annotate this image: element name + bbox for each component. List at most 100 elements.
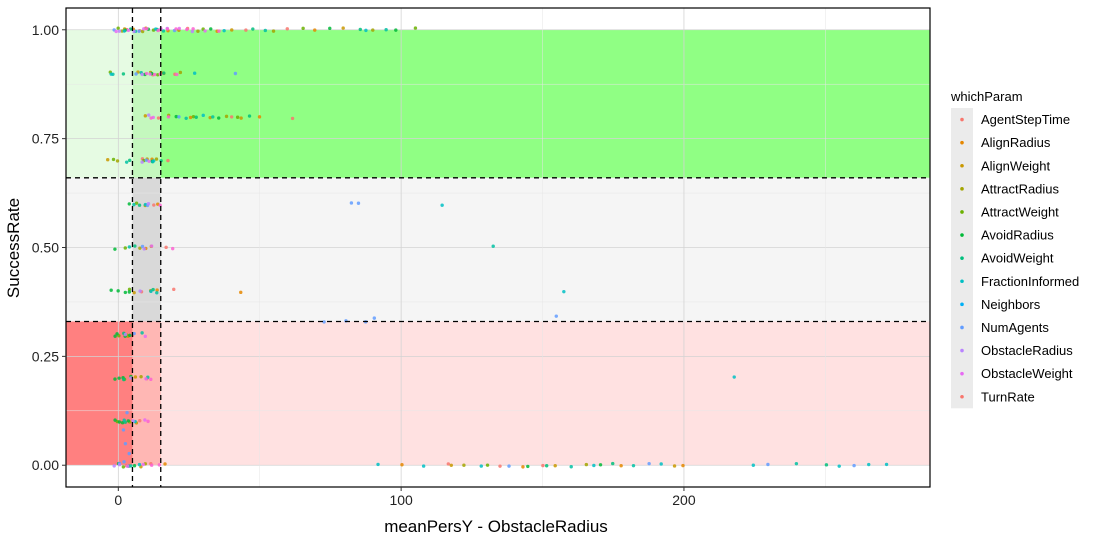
data-point <box>271 29 276 33</box>
data-point <box>132 464 137 468</box>
legend-label: AttractRadius <box>981 181 1060 196</box>
data-point <box>145 26 149 31</box>
legend-item: NumAgents <box>960 320 1049 335</box>
data-point <box>247 114 252 118</box>
data-point <box>233 71 238 76</box>
data-point <box>251 27 255 31</box>
data-point <box>132 202 136 207</box>
y-tick-label: 0.50 <box>32 240 59 256</box>
reference-lines <box>66 8 930 487</box>
data-point <box>235 115 240 119</box>
legend-key <box>960 348 964 353</box>
data-point <box>230 28 234 32</box>
series-ObstacleRadius <box>112 26 195 468</box>
legend-key <box>960 371 964 376</box>
y-tick-label: 1.00 <box>32 22 59 38</box>
legend-label: NumAgents <box>981 320 1049 335</box>
data-point <box>137 462 142 467</box>
data-point <box>109 288 113 292</box>
data-point <box>127 287 132 292</box>
data-point <box>659 462 663 466</box>
data-point <box>140 72 144 77</box>
data-point <box>144 377 148 381</box>
y-tick-label: 0.75 <box>32 131 59 147</box>
data-point <box>170 246 175 251</box>
data-point <box>192 71 197 75</box>
data-point <box>372 316 377 320</box>
data-point <box>544 464 549 468</box>
data-point <box>139 375 143 379</box>
data-point <box>229 115 234 119</box>
legend-item: AlignWeight <box>960 158 1051 173</box>
data-point <box>128 333 132 338</box>
data-point <box>384 27 388 32</box>
data-point <box>177 26 182 31</box>
legend-item: AgentStepTime <box>960 112 1070 127</box>
data-point <box>257 115 262 119</box>
data-point <box>131 419 135 423</box>
data-point <box>201 113 205 118</box>
data-point <box>132 290 136 295</box>
data-point <box>138 419 142 423</box>
data-point <box>194 115 198 119</box>
data-point <box>178 70 183 75</box>
data-point <box>224 114 229 119</box>
data-point <box>177 115 181 119</box>
data-point <box>113 418 117 422</box>
data-point <box>301 26 305 31</box>
data-point <box>126 28 131 33</box>
region-low-success <box>160 321 930 466</box>
legend-key <box>960 210 964 214</box>
data-point <box>116 26 120 30</box>
data-point <box>148 72 152 76</box>
data-point <box>421 464 426 468</box>
data-point <box>132 29 136 34</box>
data-point <box>147 159 151 163</box>
legend-key <box>960 117 964 122</box>
data-point <box>123 332 128 337</box>
data-point <box>127 202 132 206</box>
y-tick-label: 0.00 <box>32 457 59 473</box>
data-point <box>149 377 153 382</box>
data-point <box>117 29 122 33</box>
data-point <box>631 463 636 468</box>
data-point <box>140 29 145 34</box>
data-point <box>113 247 117 251</box>
data-point <box>116 289 120 293</box>
data-point <box>147 113 151 117</box>
data-point <box>117 462 122 467</box>
data-point <box>196 29 200 33</box>
data-point <box>112 464 116 468</box>
series-TurnRate <box>144 26 221 467</box>
data-point <box>376 462 380 467</box>
legend-label: AlignRadius <box>981 135 1051 150</box>
data-point <box>143 114 148 118</box>
data-point <box>122 377 126 382</box>
data-point <box>152 203 156 207</box>
data-point <box>113 377 117 381</box>
legend-key <box>960 302 964 307</box>
data-point <box>681 463 685 468</box>
data-point <box>127 451 131 456</box>
legend-key <box>960 279 964 284</box>
x-tick-label: 200 <box>672 492 696 508</box>
y-axis-ticks: 0.00 0.25 0.50 0.75 1.00 <box>32 22 66 473</box>
data-point <box>672 464 677 468</box>
legend-label: AvoidWeight <box>981 251 1054 266</box>
data-point <box>191 114 196 119</box>
legend-key <box>960 187 964 191</box>
data-point <box>498 464 502 468</box>
region-high-success-left <box>66 29 133 178</box>
legend-items: AgentStepTime AlignRadius AlignWeight Attra… <box>951 108 1079 409</box>
legend-label: AvoidRadius <box>981 228 1054 243</box>
data-point <box>115 159 120 163</box>
data-point <box>852 463 856 468</box>
legend-item: AvoidRadius <box>960 228 1054 243</box>
x-axis-title: meanPersY - ObstacleRadius <box>384 517 608 536</box>
data-point <box>611 461 615 466</box>
data-point <box>732 375 736 379</box>
data-point <box>554 314 558 318</box>
data-point <box>203 29 207 33</box>
data-point <box>144 158 149 162</box>
data-point <box>138 289 142 293</box>
